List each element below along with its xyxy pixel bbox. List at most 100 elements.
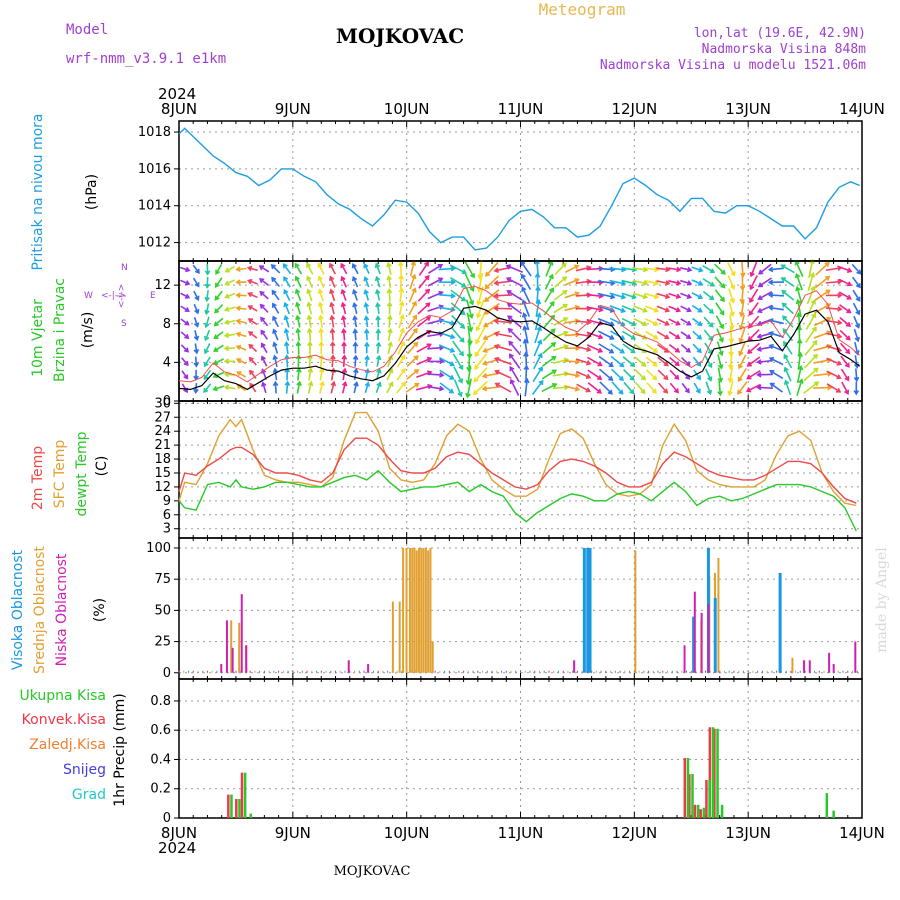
- wind-arrow: [308, 355, 312, 368]
- wind-arrow-head: [193, 388, 199, 395]
- wind-arrow-head: [538, 379, 544, 386]
- wind-arrow-head: [756, 371, 762, 378]
- bottom-day-label: 9JUN: [275, 824, 311, 842]
- wind-arrow: [610, 355, 624, 367]
- wind-arrow: [803, 381, 819, 394]
- wind-arrow-head: [837, 278, 843, 285]
- wind-arrow: [213, 371, 225, 378]
- wind-arrow: [365, 316, 369, 328]
- wind-arrow-head: [317, 301, 324, 307]
- wind-arrow: [657, 369, 668, 380]
- wind-arrow: [508, 341, 521, 356]
- wind-arrow-head: [707, 362, 713, 369]
- wind-arrow-head: [193, 322, 200, 328]
- wind-arrow-head: [193, 335, 200, 342]
- cloud-high-bar: [713, 597, 717, 673]
- pressure-series-line: [178, 127, 860, 251]
- wind-arrow-head: [768, 343, 774, 350]
- wind-arrow-head: [708, 308, 715, 314]
- wind-arrow: [341, 289, 347, 301]
- wind-arrow-head: [813, 367, 819, 373]
- wind-arrow: [825, 266, 842, 272]
- wind-arrow: [739, 327, 746, 343]
- wind-gust-line: [178, 285, 861, 383]
- cloud-low-bar: [700, 612, 703, 673]
- wind-arrow: [438, 344, 455, 353]
- wind-arrow: [621, 317, 636, 326]
- wind-arrow-head: [214, 282, 220, 288]
- wind-arrow-head: [536, 325, 542, 332]
- wind-arrow-head: [756, 359, 762, 365]
- temperature-ytick-label: 24: [154, 424, 171, 439]
- wind-arrow: [737, 367, 748, 382]
- wind-arrow-head: [184, 280, 191, 286]
- wind-arrow: [180, 292, 190, 299]
- wind-arrow-head: [686, 293, 693, 299]
- wind-arrow-head: [475, 339, 481, 345]
- wind-arrow-head: [757, 282, 763, 288]
- wind-arrow-head: [719, 296, 725, 303]
- wind-arrow: [509, 353, 521, 369]
- wind-arrow: [213, 344, 224, 352]
- wind-arrow: [340, 263, 348, 275]
- wind-arrow-head: [457, 378, 464, 384]
- wind-arrow: [815, 262, 830, 276]
- wind-arrow-head: [469, 286, 475, 293]
- wind-arrow: [610, 330, 625, 340]
- wind-arrow: [634, 382, 646, 394]
- cloud-low-bar: [854, 641, 857, 673]
- wind-arrow: [782, 302, 794, 315]
- temperature-ytick-label: 3: [163, 522, 171, 537]
- wind-arrow-head: [330, 380, 337, 387]
- precip-convective-bar: [683, 758, 687, 818]
- temperature-ytick-label: 30: [154, 396, 171, 411]
- wind-arrow: [702, 265, 715, 273]
- wind-arrow-head: [459, 337, 465, 343]
- wind-arrow: [271, 264, 281, 274]
- wind-arrow-head: [781, 302, 787, 308]
- wind-arrow: [680, 292, 692, 299]
- wind-arrow: [804, 327, 817, 343]
- wind-arrow-head: [329, 301, 335, 308]
- wind-arrow: [703, 303, 714, 314]
- wind-arrow: [417, 316, 431, 328]
- wind-arrow-head: [284, 380, 291, 386]
- wind-arrow-head: [675, 307, 682, 313]
- precip-convective-bar: [708, 727, 712, 818]
- wind-arrow-head: [449, 347, 456, 353]
- wind-arrow: [750, 261, 758, 277]
- wind-arrow: [261, 343, 268, 354]
- wind-arrow-head: [340, 288, 346, 295]
- wind-arrow: [319, 302, 324, 315]
- wind-arrow: [692, 343, 702, 353]
- wind-arrow-head: [426, 329, 432, 335]
- wind-arrow-head: [737, 389, 743, 395]
- wind-arrow-head: [351, 262, 357, 269]
- wind-arrow-head: [596, 388, 602, 394]
- wind-arrow-head: [386, 288, 393, 294]
- cloud-mid-bar: [634, 550, 637, 673]
- wind-arrow: [273, 355, 278, 368]
- wind-arrow-head: [757, 295, 763, 301]
- wind-arrow: [784, 367, 792, 382]
- wind-arrow: [796, 379, 803, 397]
- wind-arrow-head: [318, 314, 324, 320]
- wind-arrow: [716, 328, 724, 342]
- wind-arrow: [181, 383, 188, 393]
- wind-arrow-head: [329, 288, 335, 295]
- wind-arrow: [438, 267, 455, 271]
- wind-arrow: [194, 343, 198, 354]
- wind-arrow: [702, 278, 715, 287]
- wind-arrow-head: [493, 356, 500, 363]
- wind-arrow-head: [249, 382, 255, 388]
- cloud-mid-bar: [398, 601, 401, 673]
- wind-arrow: [669, 369, 679, 380]
- wind-arrow-head: [824, 261, 830, 268]
- wind-arrow: [405, 382, 419, 393]
- wind-arrow: [656, 267, 670, 271]
- compass-north: N: [121, 263, 128, 273]
- wind-arrow-head: [609, 334, 615, 340]
- wind-arrow: [274, 368, 278, 381]
- wind-arrow-head: [781, 289, 787, 295]
- wind-arrow: [377, 316, 380, 328]
